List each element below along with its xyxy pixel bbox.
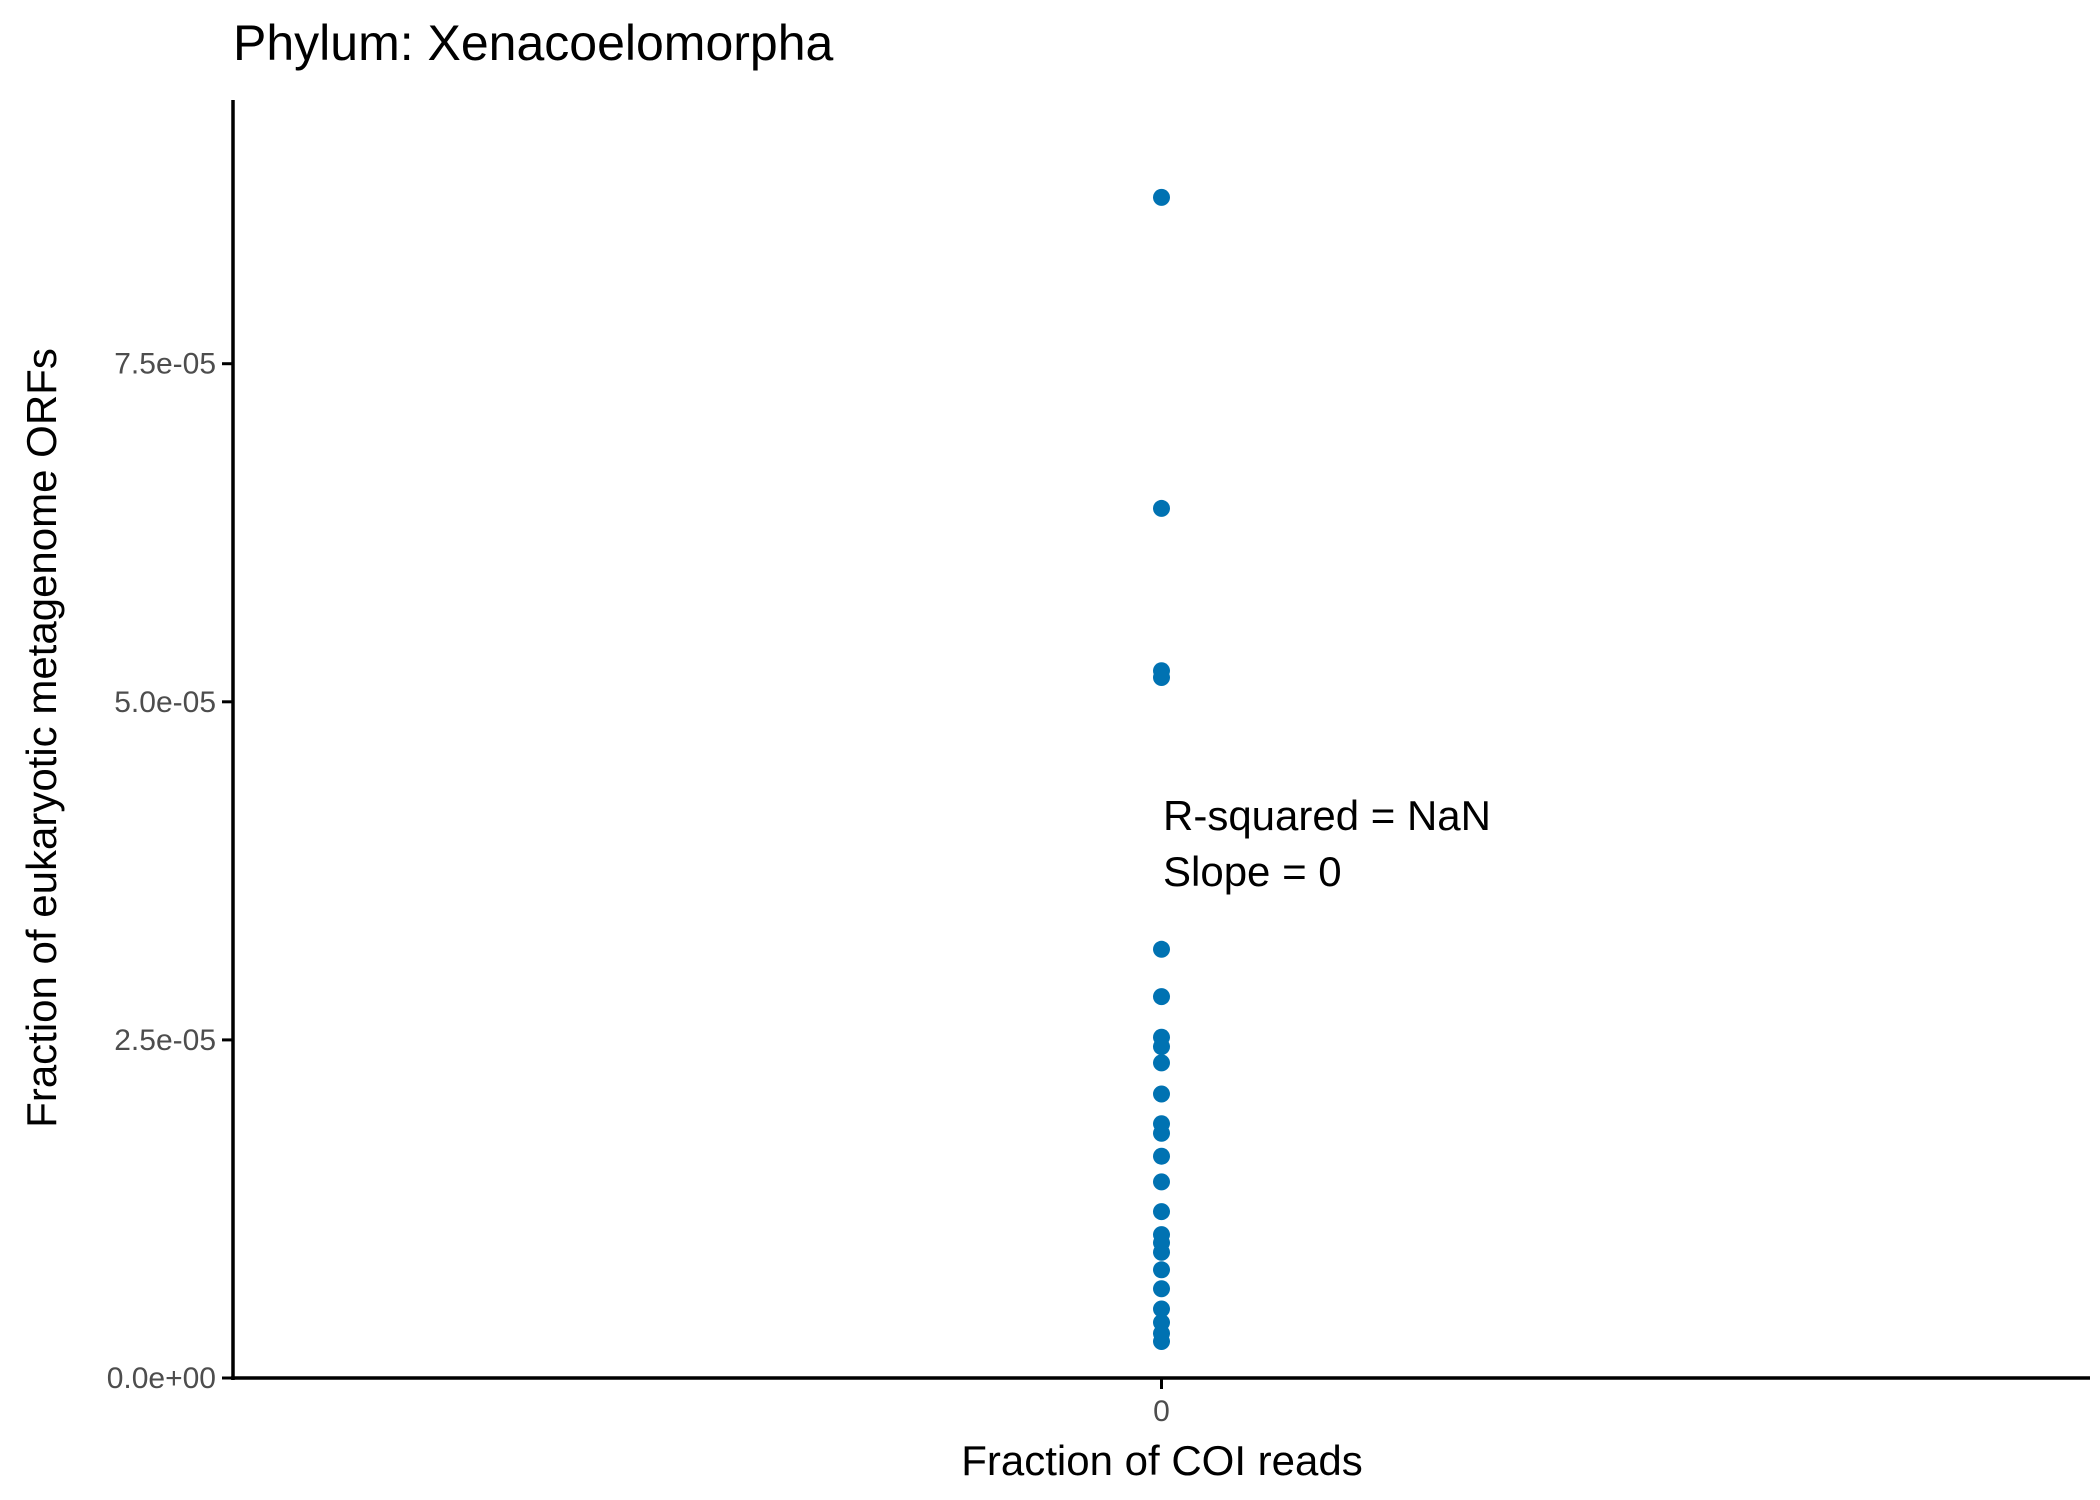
data-point xyxy=(1153,1300,1170,1318)
data-point xyxy=(1153,1243,1170,1261)
data-points xyxy=(1153,188,1170,1350)
y-tick-label: 0.0e+00 xyxy=(107,1362,216,1395)
x-axis-ticks: 0 xyxy=(1153,1378,1170,1428)
data-point xyxy=(1153,988,1170,1006)
data-point xyxy=(1153,1147,1170,1165)
slope-annotation: Slope = 0 xyxy=(1163,848,1342,895)
data-point xyxy=(1153,188,1170,206)
data-point xyxy=(1153,1261,1170,1279)
chart-title: Phylum: Xenacoelomorpha xyxy=(233,15,834,71)
data-point xyxy=(1153,940,1170,958)
data-point xyxy=(1153,1332,1170,1350)
data-point xyxy=(1153,1038,1170,1056)
x-axis-title: Fraction of COI reads xyxy=(961,1437,1362,1484)
data-point xyxy=(1153,668,1170,686)
data-point xyxy=(1153,1173,1170,1191)
data-point xyxy=(1153,1203,1170,1221)
y-axis-ticks: 0.0e+00 2.5e-05 5.0e-05 7.5e-05 xyxy=(107,348,233,1395)
y-tick-label: 5.0e-05 xyxy=(114,686,216,719)
x-tick-label: 0 xyxy=(1153,1395,1170,1428)
y-tick-label: 2.5e-05 xyxy=(114,1024,216,1057)
data-point xyxy=(1153,1054,1170,1072)
data-point xyxy=(1153,1085,1170,1103)
y-axis-title: Fraction of eukaryotic metagenome ORFs xyxy=(18,348,65,1128)
data-point xyxy=(1153,499,1170,517)
data-point xyxy=(1153,1280,1170,1298)
y-tick-label: 7.5e-05 xyxy=(114,348,216,381)
data-point xyxy=(1153,1124,1170,1142)
r-squared-annotation: R-squared = NaN xyxy=(1163,792,1491,839)
